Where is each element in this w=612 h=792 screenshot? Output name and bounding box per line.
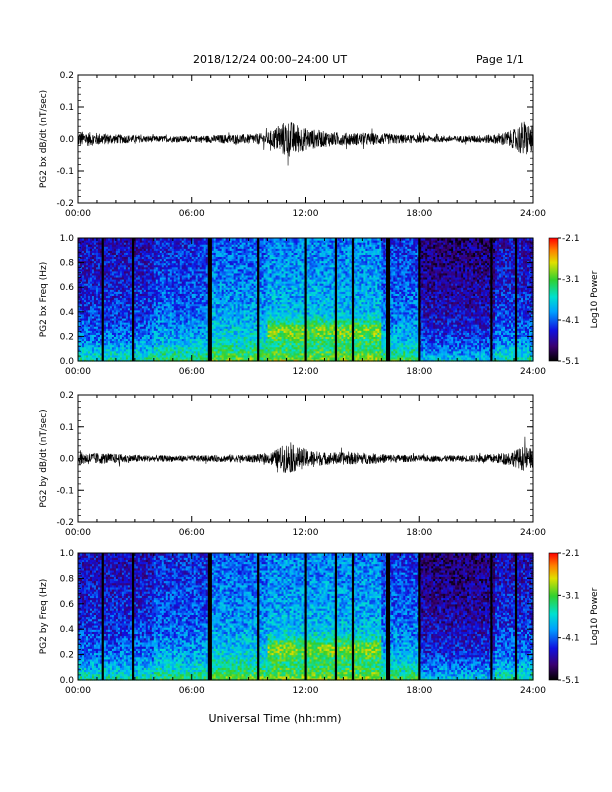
- x-tick-label: 18:00: [406, 209, 432, 219]
- x-tick-label: 24:00: [520, 209, 546, 219]
- panel-1: 00:00 06:00 12:00 18:00 24:00 -0.2 -0.1 0.0 0.1 0…: [39, 71, 546, 219]
- y-tick-label: 0.2: [60, 71, 74, 81]
- series-line: [78, 122, 533, 166]
- x-tick-label: 00:00: [65, 209, 91, 219]
- y-axis-label: PG2 bx dB/dt (nT/sec): [39, 90, 49, 188]
- x-tick-label: 12:00: [293, 209, 319, 219]
- y-tick-label: -0.1: [56, 167, 74, 177]
- y-tick-label: 0.1: [60, 103, 74, 113]
- x-tick-label: 06:00: [179, 209, 205, 219]
- y-tick-label: 0.0: [60, 135, 75, 145]
- y-tick-label: -0.2: [56, 199, 74, 209]
